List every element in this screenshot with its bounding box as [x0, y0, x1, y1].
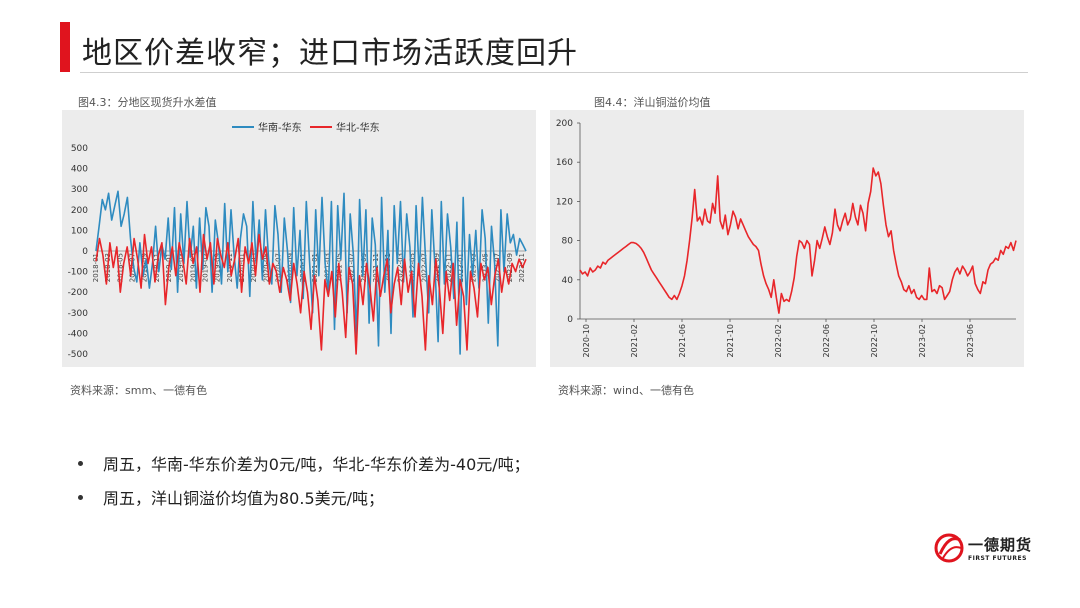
x-tick-label: 2021-03	[323, 253, 331, 282]
right-chart: 200 160 120 80 40 0 2020-10 2021-02 2021-06 2021-…	[556, 119, 1017, 357]
y-tick-label: 200	[71, 206, 88, 216]
series-line	[579, 167, 1017, 314]
x-tick-label: 2020-11	[299, 253, 307, 282]
x-tick-label: 2022-10	[870, 324, 879, 357]
right-figure-caption: 图4.4：洋山铜溢价均值	[594, 96, 711, 109]
logo-mark-icon	[934, 533, 964, 563]
bullet-dot	[78, 460, 83, 466]
y-tick-label: 100	[71, 226, 88, 236]
x-tick-label: 2020-05	[262, 253, 270, 282]
y-tick-label: -100	[68, 268, 89, 278]
y-tick-label: -500	[68, 350, 89, 360]
title-divider	[80, 72, 1028, 73]
company-logo: 一德期货 FIRST FUTURES	[934, 528, 1044, 568]
y-tick-label: -200	[68, 288, 89, 298]
x-tick-label: 2019-03	[177, 253, 185, 282]
y-tick-label: 40	[562, 276, 574, 286]
left-chart-panel: 华南-华东 华北-华东 500 400 300 200 100 0 -100 -200 -300 -4…	[62, 110, 536, 367]
y-tick-label: 400	[71, 165, 88, 175]
y-tick-label: 500	[71, 144, 88, 154]
x-tick-label: 2020-01	[238, 253, 246, 282]
x-tick-label: 2022-11	[445, 253, 453, 282]
x-tick-label: 2023-09	[506, 253, 514, 282]
bullet-text: 周五，华南-华东价差为0元/吨，华北-华东价差为-40元/吨；	[103, 455, 530, 474]
x-tick-label: 2019-07	[202, 253, 210, 282]
x-tick-label: 2020-09	[287, 253, 295, 282]
right-chart-panel: 200 160 120 80 40 0 2020-10 2021-02 2021-06 2021-…	[550, 110, 1024, 367]
left-figure-caption: 图4.3：分地区现货升水差值	[78, 96, 217, 109]
y-tick-label: 120	[556, 197, 573, 207]
x-tick-label: 2018-07	[129, 253, 137, 282]
x-tick-label: 2021-01	[311, 253, 319, 282]
y-tick-label: -400	[68, 329, 89, 339]
x-tick-label: 2022-07	[421, 253, 429, 282]
bullet-item: 周五，华南-华东价差为0元/吨，华北-华东价差为-40元/吨；	[78, 446, 530, 480]
x-tick-label: 2022-06	[822, 324, 831, 357]
bullet-text: 周五，洋山铜溢价均值为80.5美元/吨；	[103, 489, 385, 508]
title-accent-bar	[60, 22, 70, 72]
series-line	[95, 233, 527, 355]
left-figure-source: 资料来源：smm、一德有色	[70, 384, 208, 397]
y-tick-label: -300	[68, 309, 89, 319]
logo-text-en: FIRST FUTURES	[968, 555, 1027, 562]
x-tick-label: 2021-02	[630, 324, 639, 357]
x-tick-label: 2020-07	[275, 253, 283, 282]
right-figure-source: 资料来源：wind、一德有色	[558, 384, 695, 397]
y-tick-label: 0	[82, 247, 88, 257]
x-tick-label: 2023-07	[494, 253, 502, 282]
bullet-item: 周五，洋山铜溢价均值为80.5美元/吨；	[78, 480, 530, 514]
logo-text-cn: 一德期货	[968, 536, 1033, 554]
y-tick-label: 160	[556, 158, 573, 168]
x-tick-label: 2018-05	[116, 253, 124, 282]
x-tick-label: 2020-10	[582, 324, 591, 357]
x-tick-label: 2021-06	[678, 324, 687, 357]
left-chart: 华南-华东 华北-华东 500 400 300 200 100 0 -100 -200 -300 -4…	[68, 121, 527, 360]
legend-label: 华北-华东	[336, 121, 380, 134]
page-title: 地区价差收窄；进口市场活跃度回升	[82, 36, 578, 71]
x-tick-label: 2019-09	[214, 253, 222, 282]
x-tick-label: 2021-07	[348, 253, 356, 282]
x-tick-label: 2021-10	[726, 324, 735, 357]
x-tick-label: 2018-01	[92, 253, 100, 282]
bullet-dot	[78, 494, 83, 500]
legend-label: 华南-华东	[258, 121, 302, 134]
y-tick-label: 0	[567, 315, 573, 325]
bullet-list: 周五，华南-华东价差为0元/吨，华北-华东价差为-40元/吨； 周五，洋山铜溢价…	[78, 446, 530, 514]
x-tick-label: 2022-05	[408, 253, 416, 282]
x-tick-label: 2019-05	[189, 253, 197, 282]
y-tick-label: 80	[562, 237, 574, 247]
x-tick-label: 2022-03	[396, 253, 404, 282]
y-tick-label: 300	[71, 185, 88, 195]
x-tick-label: 2023-02	[918, 324, 927, 357]
y-tick-label: 200	[556, 119, 573, 129]
x-tick-label: 2022-02	[774, 324, 783, 357]
x-tick-label: 2023-06	[966, 324, 975, 357]
